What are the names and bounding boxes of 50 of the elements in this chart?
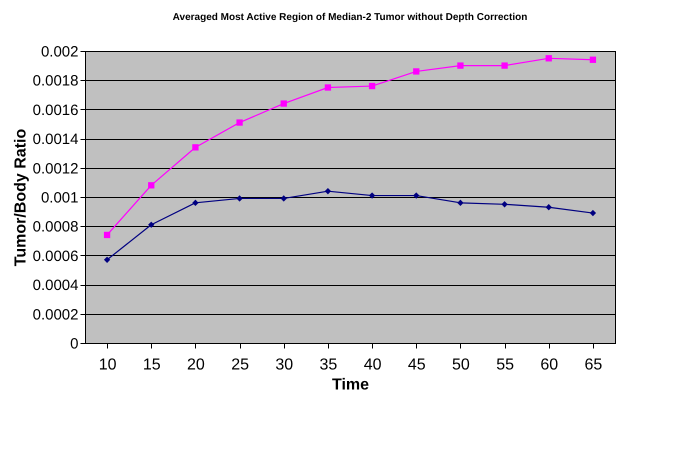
y-tick-label: 0.0012 bbox=[32, 160, 78, 178]
point bbox=[280, 100, 287, 107]
y-tick-label: 0 bbox=[70, 336, 78, 352]
x-tick-label: 40 bbox=[364, 356, 382, 374]
point bbox=[324, 84, 332, 91]
x-tick-label: 55 bbox=[496, 356, 514, 374]
y-tick-label: 0.001 bbox=[40, 190, 78, 206]
x-tick-label: 50 bbox=[452, 356, 470, 374]
point bbox=[457, 200, 464, 206]
point bbox=[192, 144, 199, 151]
x-tick-label: 15 bbox=[142, 356, 161, 374]
y-tick-label: 0.0016 bbox=[32, 102, 78, 119]
x-tick-label: 65 bbox=[584, 356, 602, 374]
y-tick-label: 0.0004 bbox=[32, 277, 78, 294]
x-tick-label: 30 bbox=[275, 356, 294, 374]
x-tick-label: 20 bbox=[187, 356, 205, 374]
point bbox=[501, 62, 508, 69]
chart-title: Averaged Most Active Region of Median-2 Tumor without Depth Correction bbox=[172, 12, 528, 23]
point bbox=[413, 192, 420, 199]
point bbox=[280, 195, 287, 202]
x-tick-label: 60 bbox=[540, 356, 558, 374]
y-tick-label: 0.0002 bbox=[32, 306, 78, 324]
point bbox=[457, 62, 464, 69]
y-tick-label: 0.002 bbox=[40, 44, 78, 60]
y-tick-label: 0.0006 bbox=[32, 248, 78, 265]
y-tick-label: 0.0018 bbox=[32, 72, 78, 90]
point bbox=[368, 192, 376, 199]
y-tick-label: 0.0014 bbox=[32, 131, 78, 148]
point bbox=[368, 82, 376, 90]
point bbox=[501, 201, 508, 208]
point bbox=[413, 68, 420, 75]
y-axis-title: Tumor/Body Ratio bbox=[12, 128, 30, 266]
point bbox=[148, 182, 154, 188]
x-tick-label: 25 bbox=[231, 356, 250, 374]
point bbox=[324, 188, 332, 194]
point bbox=[192, 200, 199, 206]
point bbox=[236, 119, 243, 126]
point bbox=[104, 232, 110, 238]
point bbox=[546, 55, 552, 62]
x-tick-label: 45 bbox=[408, 356, 426, 374]
point bbox=[236, 195, 243, 202]
point bbox=[590, 210, 596, 216]
y-tick-label: 0.0008 bbox=[32, 218, 78, 236]
point bbox=[590, 56, 596, 63]
x-tick-label: 10 bbox=[98, 356, 117, 374]
x-tick-label: 35 bbox=[320, 356, 338, 374]
x-axis-title: Time bbox=[332, 376, 370, 394]
point bbox=[546, 204, 552, 210]
point bbox=[148, 222, 154, 228]
point bbox=[104, 256, 110, 263]
